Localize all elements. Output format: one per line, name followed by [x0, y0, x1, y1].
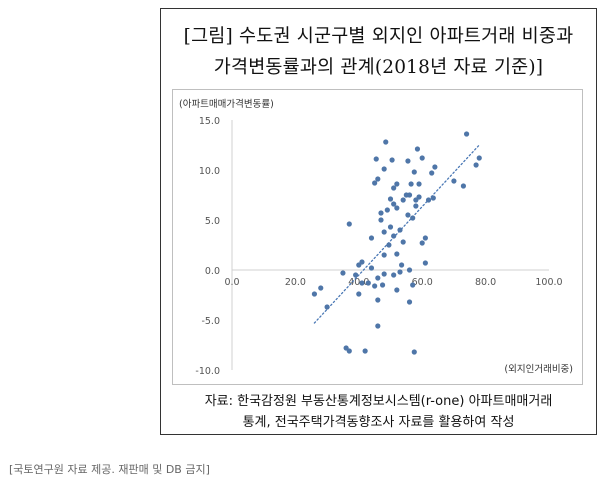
- data-point: [368, 235, 375, 241]
- data-point: [429, 170, 435, 176]
- x-tick-label: 0.0: [224, 277, 239, 288]
- data-point: [410, 282, 416, 288]
- data-point: [419, 155, 425, 161]
- data-point: [381, 166, 387, 172]
- data-point: [398, 262, 405, 268]
- source-note-line2: 통계, 전국주택가격동향조사 자료를 활용하여 작성: [242, 415, 515, 430]
- data-point: [414, 146, 421, 152]
- data-point: [411, 349, 417, 355]
- data-point: [372, 283, 378, 289]
- y-tick-label: -10.0: [195, 366, 220, 377]
- data-point: [405, 212, 411, 218]
- data-point: [384, 207, 390, 213]
- data-point: [386, 242, 392, 248]
- data-point: [389, 157, 395, 163]
- data-point: [397, 269, 403, 275]
- data-point: [362, 348, 368, 354]
- data-point: [359, 280, 365, 286]
- y-axis-title: (아파트매매가격변동률): [179, 98, 274, 110]
- x-tick-label: 60.0: [412, 277, 433, 288]
- figure-title-line1: [그림] 수도권 시군구별 외지인 아파트거래 비중과: [183, 26, 574, 47]
- data-point: [383, 139, 389, 145]
- data-point: [387, 224, 394, 230]
- data-point: [359, 259, 365, 265]
- y-tick-label: 5.0: [205, 216, 220, 227]
- data-point: [375, 297, 381, 303]
- data-point: [406, 267, 413, 273]
- figure-title-line2: 가격변동률과의 관계(2018년 자료 기준)]: [213, 57, 544, 78]
- data-point: [432, 164, 438, 170]
- data-point: [375, 275, 381, 281]
- scatter-chart: 15.0 10.0 5.0 0.0 -5.0 -10.0 0.0 20.0 40.0 60.0 80…: [172, 89, 583, 385]
- y-tick-label: 15.0: [199, 116, 220, 127]
- data-point: [387, 196, 394, 202]
- data-point: [410, 215, 416, 221]
- figure-frame: [그림] 수도권 시군구별 외지인 아파트거래 비중과 가격변동률과의 관계(2…: [160, 8, 597, 435]
- data-point: [381, 229, 387, 235]
- x-tick-label: 100.0: [535, 277, 562, 288]
- data-point: [391, 272, 397, 278]
- data-point: [368, 265, 375, 271]
- data-point: [406, 192, 413, 198]
- trendline: [313, 144, 480, 324]
- data-point: [311, 291, 318, 297]
- data-point: [394, 251, 400, 257]
- data-point: [372, 180, 378, 186]
- data-point: [346, 348, 352, 354]
- x-tick-label: 40.0: [348, 277, 369, 288]
- scatter-chart-svg: 15.0 10.0 5.0 0.0 -5.0 -10.0 0.0 20.0 40.0 60.0 80…: [179, 98, 573, 377]
- data-point: [460, 183, 467, 189]
- data-point: [394, 287, 400, 293]
- data-point: [422, 235, 428, 241]
- data-point: [346, 221, 352, 227]
- data-point: [375, 323, 381, 329]
- data-point: [381, 252, 387, 258]
- data-point: [419, 240, 425, 246]
- data-point: [463, 131, 470, 137]
- data-point: [422, 260, 428, 266]
- data-point: [391, 201, 397, 207]
- x-tick-label: 80.0: [475, 277, 496, 288]
- data-point: [391, 185, 397, 191]
- data-point: [397, 227, 403, 233]
- data-point: [394, 181, 400, 187]
- data-point: [391, 233, 397, 239]
- y-tick-label: -5.0: [201, 316, 220, 327]
- data-point: [408, 181, 414, 187]
- data-point: [394, 205, 400, 211]
- data-point: [381, 271, 387, 277]
- x-tick-label: 20.0: [285, 277, 306, 288]
- data-point: [400, 197, 406, 203]
- data-point: [425, 197, 432, 203]
- data-point: [324, 304, 330, 310]
- image-credit: [국토연구원 자료 제공. 재판매 및 DB 금지]: [9, 463, 210, 476]
- data-point: [406, 299, 413, 305]
- data-point: [365, 280, 371, 286]
- data-point: [405, 158, 411, 164]
- y-tick-label: 0.0: [205, 266, 220, 277]
- data-point: [411, 169, 417, 175]
- y-tick-label: 10.0: [199, 166, 220, 177]
- data-point: [373, 156, 379, 162]
- source-note-line1: 자료: 한국감정원 부동산통계정보시스템(r-one) 아파트매매거래: [204, 394, 553, 409]
- data-point: [476, 155, 482, 161]
- data-point: [400, 239, 406, 245]
- data-point: [378, 210, 384, 216]
- data-point: [353, 272, 359, 278]
- data-point: [430, 195, 436, 201]
- data-point: [451, 178, 457, 184]
- data-point: [416, 194, 422, 200]
- data-point: [318, 285, 324, 291]
- data-point: [375, 176, 381, 182]
- data-point: [473, 162, 479, 168]
- data-point: [416, 181, 422, 187]
- data-point: [378, 217, 384, 223]
- data-point: [340, 270, 346, 276]
- x-axis-title: (외지인거래비중): [504, 363, 573, 375]
- data-point: [379, 282, 386, 288]
- data-point: [413, 203, 419, 209]
- data-point: [356, 291, 362, 297]
